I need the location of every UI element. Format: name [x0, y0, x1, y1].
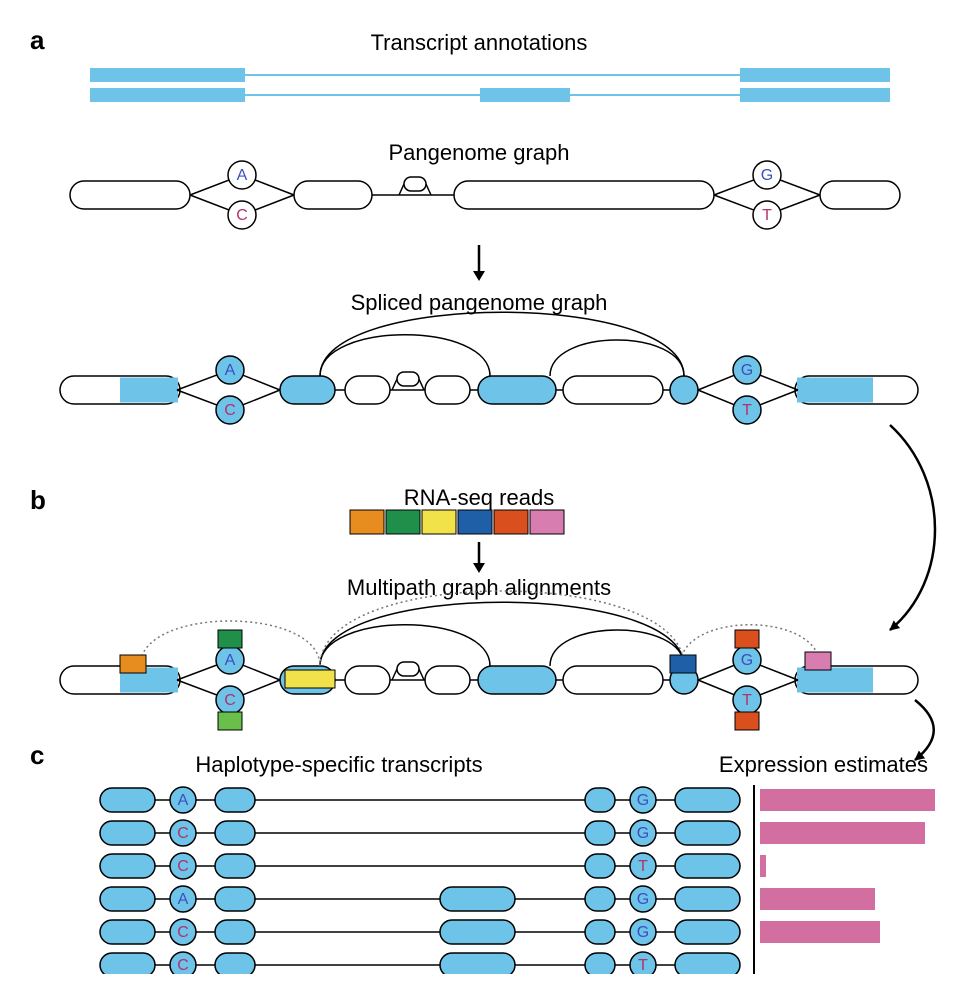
- svg-text:C: C: [236, 207, 248, 224]
- svg-text:G: G: [637, 792, 649, 809]
- svg-text:C: C: [177, 858, 189, 875]
- svg-text:T: T: [742, 692, 752, 709]
- svg-text:C: C: [224, 692, 236, 709]
- svg-text:C: C: [177, 825, 189, 842]
- svg-text:C: C: [224, 402, 236, 419]
- svg-text:T: T: [762, 207, 772, 224]
- svg-text:G: G: [637, 891, 649, 908]
- svg-text:T: T: [638, 957, 648, 974]
- svg-text:G: G: [741, 652, 753, 669]
- svg-text:A: A: [237, 167, 248, 184]
- svg-text:G: G: [761, 167, 773, 184]
- svg-text:G: G: [637, 825, 649, 842]
- svg-text:G: G: [741, 362, 753, 379]
- svg-text:G: G: [637, 924, 649, 941]
- figure-root: a b c Transcript annotations Pangenome g…: [20, 20, 938, 974]
- svg-text:A: A: [178, 792, 189, 809]
- svg-text:T: T: [638, 858, 648, 875]
- svg-text:T: T: [742, 402, 752, 419]
- svg-text:C: C: [177, 924, 189, 941]
- svg-text:A: A: [225, 652, 236, 669]
- figure-svg: ACGTACGTACGTAGCGCTAGCGCT: [20, 20, 938, 974]
- svg-text:A: A: [178, 891, 189, 908]
- svg-text:A: A: [225, 362, 236, 379]
- svg-text:C: C: [177, 957, 189, 974]
